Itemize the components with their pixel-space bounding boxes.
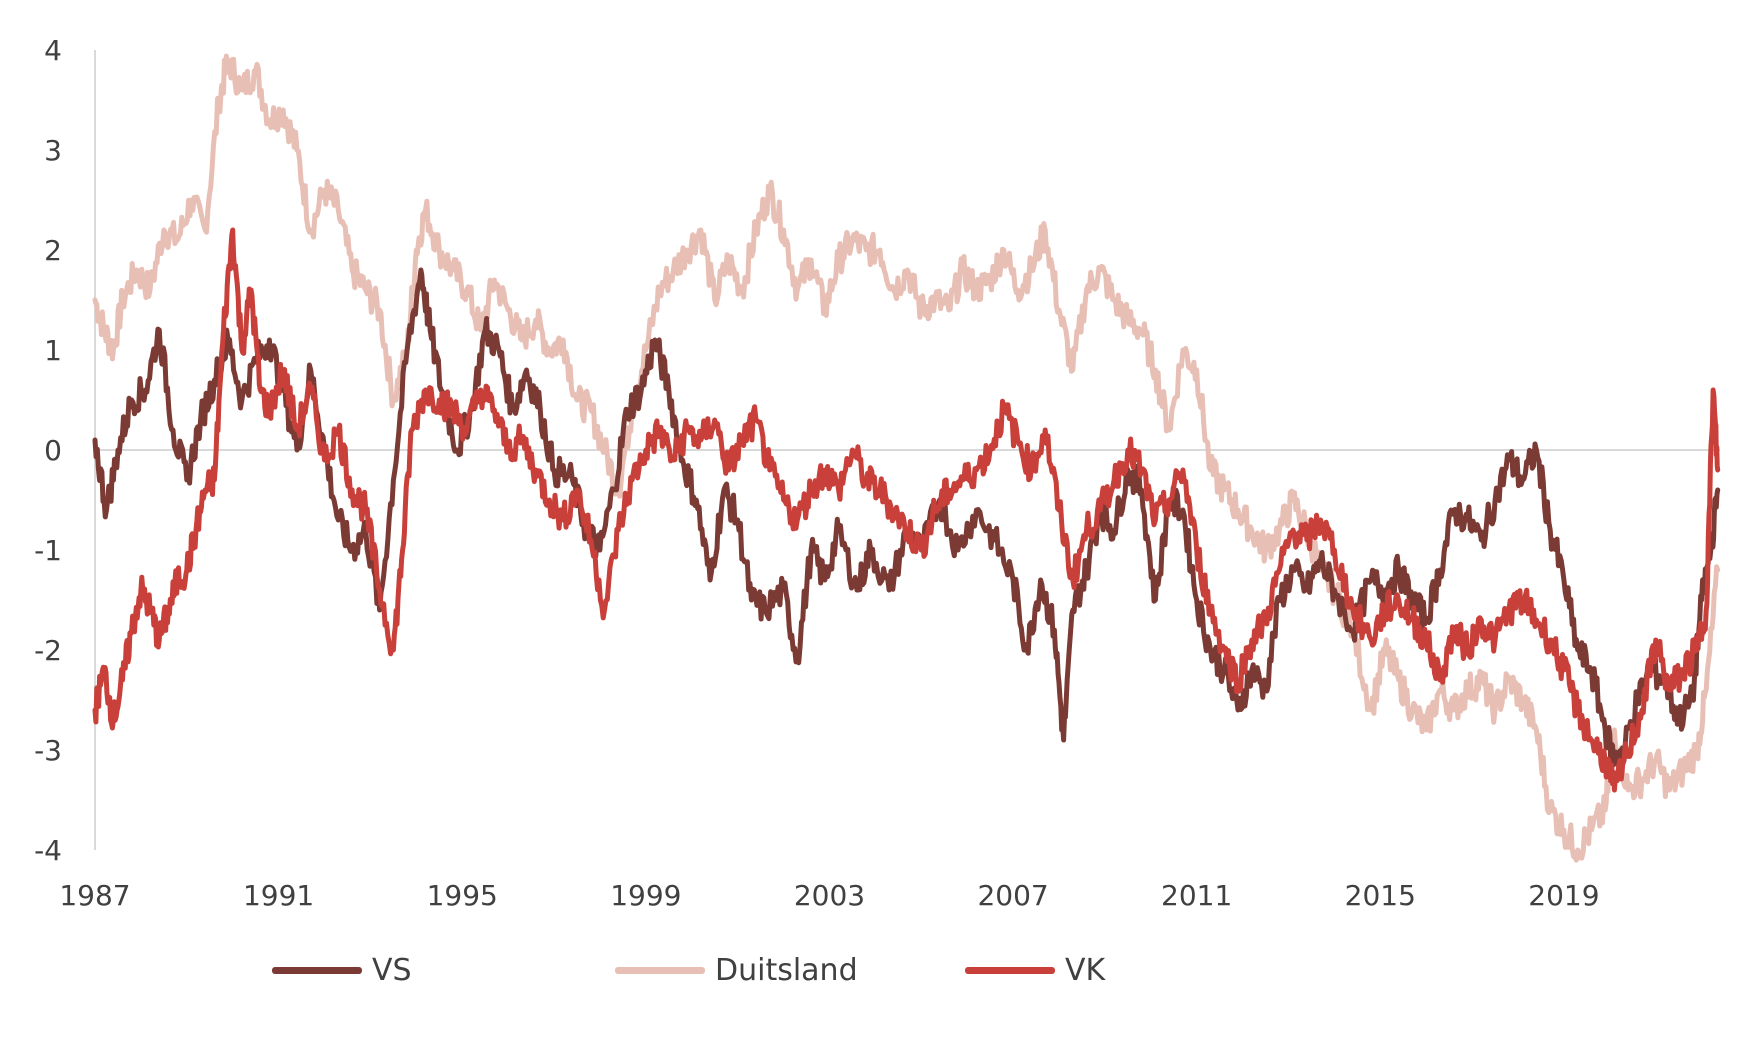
y-tick-label: 0 (44, 434, 62, 467)
legend-label: VK (1065, 952, 1106, 988)
x-tick-label: 1987 (59, 879, 130, 912)
legend: VS Duitsland VK (0, 940, 1754, 1010)
legend-label: VS (372, 952, 412, 988)
y-tick-label: -3 (34, 734, 62, 767)
legend-label: Duitsland (715, 952, 858, 988)
y-tick-label: 2 (44, 234, 62, 267)
x-tick-label: 2007 (977, 879, 1048, 912)
legend-swatch (965, 966, 1055, 974)
y-tick-label: -1 (34, 534, 62, 567)
x-tick-label: 1999 (610, 879, 681, 912)
series-layer (92, 53, 1721, 863)
legend-item-vs: VS (272, 940, 412, 1000)
axis-layer: 4 3 2 1 0 -1 -2 -3 -4 1987 1991 1995 1999 2003 2007 201… (34, 34, 1720, 912)
y-tick-label: 3 (44, 134, 62, 167)
legend-item-duitsland: Duitsland (615, 940, 858, 1000)
x-tick-label: 2003 (794, 879, 865, 912)
y-tick-label: -2 (34, 634, 62, 667)
y-tick-label: 1 (44, 334, 62, 367)
series-line-vk (92, 227, 1721, 793)
series-line-duitsland (92, 53, 1721, 863)
x-tick-label: 2019 (1528, 879, 1599, 912)
x-tick-label: 1995 (427, 879, 498, 912)
legend-swatch (615, 966, 705, 974)
x-tick-label: 1991 (243, 879, 314, 912)
y-tick-label: 4 (44, 34, 62, 67)
legend-swatch (272, 966, 362, 974)
x-tick-label: 2011 (1161, 879, 1232, 912)
y-tick-label: -4 (34, 834, 62, 867)
x-tick-label: 2015 (1345, 879, 1416, 912)
legend-item-vk: VK (965, 940, 1105, 1000)
